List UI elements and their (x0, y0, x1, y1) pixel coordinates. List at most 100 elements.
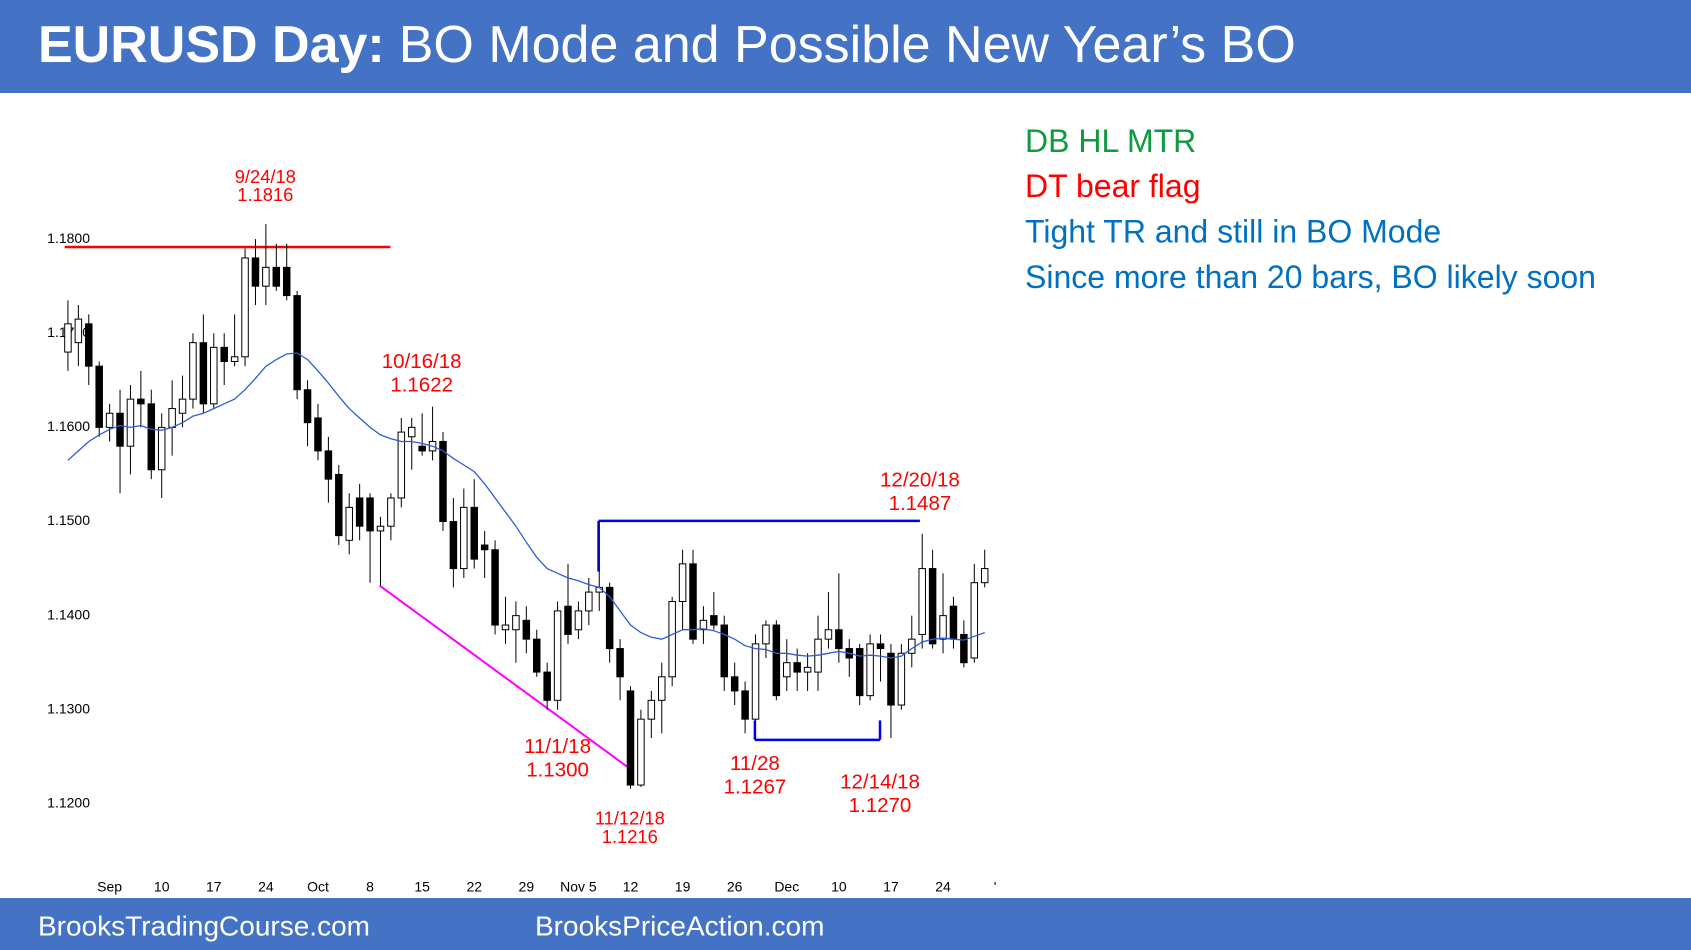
candle-body (876, 643, 885, 650)
x-tick-label: ' (994, 879, 997, 895)
candle-body (147, 403, 156, 471)
candle-body (522, 619, 531, 640)
candle-body (553, 610, 562, 701)
candle-body (501, 624, 510, 631)
candle-body (928, 568, 937, 645)
footer-link: BrooksPriceAction.com (535, 910, 824, 941)
candle-body (116, 412, 124, 447)
candle-body (626, 690, 635, 786)
candle-body (689, 563, 697, 640)
annotation-price: 1.1270 (849, 794, 912, 817)
header-band (0, 0, 1691, 93)
candle-body (637, 718, 645, 786)
annotation-date: 12/14/18 (840, 770, 920, 793)
x-tick-label: Dec (774, 879, 799, 895)
candle-body (960, 633, 968, 664)
x-tick-label: 10 (154, 879, 170, 895)
candle-body (720, 624, 729, 678)
y-tick-label: 1.1300 (47, 700, 90, 716)
x-tick-label: 24 (258, 879, 274, 895)
candle-body (908, 638, 916, 654)
candle-body (272, 266, 281, 287)
candle-body (157, 426, 166, 471)
annotation-price: 1.1622 (390, 373, 453, 396)
y-tick-label: 1.1800 (47, 230, 90, 246)
note: Since more than 20 bars, BO likely soon (1025, 259, 1596, 295)
candle-body (168, 408, 176, 428)
candle-body (658, 676, 666, 701)
annotation-price: 1.1300 (526, 758, 589, 781)
footer-link: BrooksTradingCourse.com (38, 910, 370, 941)
candle-body (314, 417, 322, 452)
header-title: EURUSD Day: BO Mode and Possible New Year… (38, 16, 1296, 74)
candle-body (783, 662, 791, 678)
annotation-price: 1.1487 (889, 492, 952, 515)
candle-body (647, 699, 656, 720)
candle-body (751, 643, 760, 720)
candle-body (543, 671, 551, 701)
candle-body (282, 266, 291, 297)
x-tick-label: Nov 5 (560, 879, 597, 895)
x-tick-label: 10 (831, 879, 847, 895)
x-tick-label: 17 (883, 879, 899, 895)
x-tick-label: 22 (466, 879, 482, 895)
candle-body (418, 445, 426, 452)
x-tick-label: 8 (366, 879, 374, 895)
candle-body (574, 610, 583, 631)
candle-body (366, 497, 374, 532)
y-tick-label: 1.1200 (47, 795, 90, 811)
note: DB HL MTR (1025, 123, 1196, 159)
y-tick-label: 1.1600 (47, 418, 90, 434)
candle-body (730, 676, 739, 692)
annotation-date: 10/16/18 (382, 350, 462, 373)
candle-body (532, 638, 541, 673)
candle-body (949, 605, 958, 640)
annotation-price: 1.1267 (724, 776, 787, 799)
candle-body (345, 506, 353, 541)
annotation-date: 11/1/18 (524, 735, 591, 758)
title-bold: EURUSD Day: (38, 16, 385, 74)
candle-body (241, 257, 249, 358)
candle-body (887, 652, 895, 706)
candle-body (491, 549, 499, 626)
candle-body (74, 318, 83, 344)
annotation-price: 1.1216 (602, 826, 658, 847)
candle-body (616, 648, 624, 678)
candle-body (824, 629, 833, 640)
x-tick-label: Sep (97, 879, 122, 895)
candle-body (668, 601, 676, 678)
candle-body (387, 497, 395, 527)
x-tick-label: 15 (414, 879, 430, 895)
candle-body (439, 440, 447, 522)
candle-body (699, 619, 708, 631)
note: DT bear flag (1025, 168, 1201, 204)
candle-body (803, 666, 812, 673)
candle-body (262, 266, 270, 287)
candle-body (220, 346, 228, 362)
x-tick-label: 17 (206, 879, 222, 895)
candle-body (407, 426, 416, 438)
candle-body (449, 521, 458, 570)
candle-body (710, 615, 718, 626)
candle-body (230, 356, 239, 362)
candle-body (470, 506, 478, 560)
candle-body (835, 629, 843, 650)
footer-band (0, 898, 1691, 950)
candle-body (137, 398, 145, 405)
candle-body (64, 323, 72, 353)
x-tick-label: 12 (623, 879, 639, 895)
y-tick-label: 1.1500 (47, 512, 90, 528)
candle-body (564, 605, 572, 635)
candle-body (303, 389, 312, 424)
annotation-price: 1.1816 (237, 184, 293, 205)
plot: 1.12001.13001.14001.15001.16001.17001.18… (47, 123, 1596, 895)
candle-body (762, 624, 770, 645)
candle-body (178, 398, 187, 414)
candle-body (95, 365, 103, 428)
x-tick-label: 24 (935, 879, 951, 895)
candle-body (210, 346, 218, 405)
annotation-date: 9/24/18 (235, 166, 296, 187)
candle-body (335, 473, 343, 537)
note: Tight TR and still in BO Mode (1025, 213, 1441, 249)
